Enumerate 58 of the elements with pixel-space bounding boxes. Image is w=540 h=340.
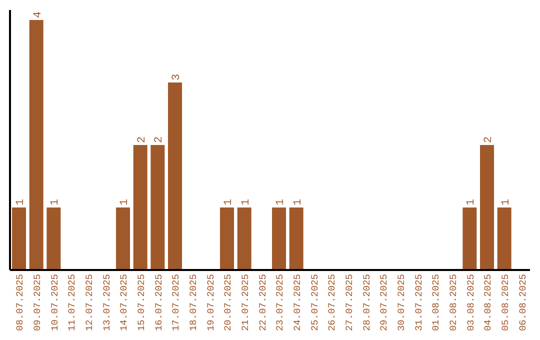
x-tick-label: 15.07.2025 [136, 274, 147, 332]
data-label: 1 [50, 198, 62, 206]
x-tick-label: 23.07.2025 [274, 274, 286, 332]
data-label: 1 [119, 198, 131, 206]
x-tick-label: 24.07.2025 [292, 274, 303, 332]
bar [168, 82, 182, 270]
x-tick-label: 21.07.2025 [240, 274, 251, 332]
x-tick-label: 06.08.2025 [517, 274, 528, 332]
x-tick-label: 27.07.2025 [344, 274, 355, 332]
x-tick-label: 22.07.2025 [257, 274, 268, 332]
data-label: 1 [223, 198, 235, 206]
x-tick-label: 10.07.2025 [49, 274, 60, 332]
bar [237, 208, 252, 270]
data-label: 1 [466, 198, 478, 206]
x-tick-label: 01.08.2025 [430, 274, 442, 332]
x-tick-label: 25.07.2025 [309, 274, 320, 332]
bar [116, 208, 130, 270]
x-tick-label: 05.08.2025 [500, 274, 511, 332]
x-tick-label: 02.08.2025 [448, 274, 459, 332]
x-tick-label: 16.07.2025 [153, 274, 164, 332]
x-tick-label: 19.07.2025 [205, 274, 216, 332]
bar [133, 145, 148, 270]
data-label: 4 [32, 11, 44, 18]
bar [46, 208, 61, 270]
x-tick-label: 04.08.2025 [482, 274, 494, 332]
bar [220, 208, 234, 270]
x-tick-label: 29.07.2025 [378, 274, 390, 332]
x-tick-label: 08.07.2025 [14, 274, 26, 332]
x-tick-label: 20.07.2025 [222, 274, 234, 332]
x-tick-label: 18.07.2025 [188, 274, 199, 332]
x-tick-label: 09.07.2025 [32, 274, 43, 332]
x-tick-label: 03.08.2025 [465, 274, 476, 332]
bar [150, 145, 165, 270]
x-tick-label: 30.07.2025 [396, 274, 407, 332]
data-label: 2 [154, 136, 166, 143]
data-label: 1 [15, 198, 27, 206]
x-tick-label: 17.07.2025 [170, 274, 182, 332]
bar [462, 208, 477, 270]
bar [480, 145, 494, 270]
data-label: 1 [292, 198, 304, 206]
x-tick-label: 11.07.2025 [66, 274, 78, 332]
data-label: 2 [136, 136, 148, 143]
x-tick-label: 31.07.2025 [413, 274, 424, 332]
x-tick-label: 26.07.2025 [326, 274, 338, 332]
x-tick-label: 13.07.2025 [101, 274, 112, 332]
data-label: 3 [171, 74, 183, 80]
x-tick-label: 28.07.2025 [361, 274, 372, 332]
data-label: 1 [275, 198, 287, 206]
bar [29, 20, 44, 270]
bar [497, 208, 512, 270]
bar [289, 208, 304, 270]
data-label: 1 [500, 198, 512, 206]
bar [12, 208, 26, 270]
data-label: 2 [483, 136, 495, 143]
data-label: 1 [240, 198, 252, 206]
bar [272, 208, 286, 270]
x-tick-label: 14.07.2025 [118, 274, 130, 332]
x-tick-label: 12.07.2025 [84, 274, 95, 332]
